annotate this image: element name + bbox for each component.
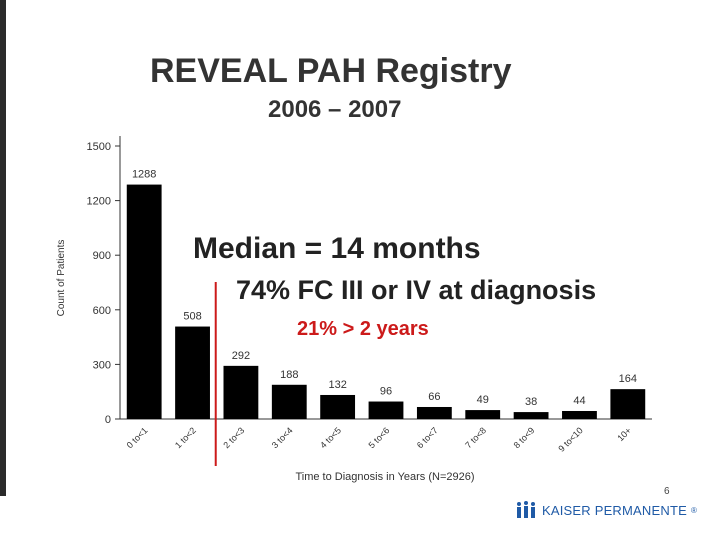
x-tick-label: 2 to<3 <box>221 425 246 450</box>
y-tick-label: 300 <box>93 359 111 371</box>
page-number: 6 <box>664 486 670 497</box>
bar <box>368 401 404 419</box>
x-tick-label: 0 to<1 <box>125 425 150 450</box>
x-tick-label: 9 to<10 <box>556 425 584 453</box>
bar <box>562 410 597 419</box>
x-tick-label: 8 to<9 <box>512 425 537 450</box>
annotation-over-two-years: 21% > 2 years <box>297 318 429 340</box>
bar-value-label: 96 <box>380 386 392 398</box>
slide-subtitle: 2006 – 2007 <box>268 96 402 123</box>
y-tick-label: 900 <box>93 250 111 262</box>
bar-value-label: 164 <box>619 373 637 385</box>
bar-value-label: 508 <box>183 311 201 323</box>
bar <box>465 410 501 419</box>
bar <box>610 389 646 419</box>
slide-left-edge <box>0 0 6 496</box>
y-tick-label: 0 <box>105 414 111 426</box>
brand-name: KAISER PERMANENTE <box>542 502 687 518</box>
bar <box>126 184 162 419</box>
x-tick-label: 10+ <box>615 425 633 443</box>
bar-value-label: 44 <box>573 395 585 407</box>
bar-value-label: 49 <box>477 394 489 406</box>
bar <box>320 394 356 419</box>
bar-value-label: 1288 <box>132 169 156 181</box>
x-tick-label: 3 to<4 <box>270 425 295 450</box>
x-tick-label: 6 to<7 <box>415 425 440 450</box>
bar-value-label: 38 <box>525 396 537 408</box>
annotation-fc-class: 74% FC III or IV at diagnosis <box>236 275 597 305</box>
bar <box>223 365 259 419</box>
x-tick-label: 1 to<2 <box>173 425 198 450</box>
bar-value-label: 66 <box>428 391 440 403</box>
y-axis-title: Count of Patients <box>56 240 67 317</box>
x-tick-label: 4 to<5 <box>318 425 343 450</box>
bar-value-label: 292 <box>232 350 250 362</box>
slide-title: REVEAL PAH Registry <box>150 52 512 90</box>
bar <box>271 384 307 419</box>
brand-registered-mark: ® <box>691 505 697 515</box>
annotation-median: Median = 14 months <box>193 232 481 265</box>
kaiser-permanente-logo-icon <box>517 501 535 518</box>
x-tick-label: 5 to<6 <box>366 425 391 450</box>
bar-value-label: 188 <box>280 369 298 381</box>
y-tick-label: 600 <box>93 305 111 317</box>
bar <box>416 406 452 419</box>
brand-logo: KAISER PERMANENTE ® <box>514 500 697 520</box>
x-axis-title: Time to Diagnosis in Years (N=2926) <box>295 471 474 483</box>
bar <box>513 412 549 419</box>
bar-value-label: 132 <box>328 379 346 391</box>
y-tick-label: 1500 <box>87 141 111 153</box>
x-tick-label: 7 to<8 <box>463 425 488 450</box>
slide-footer <box>0 496 720 540</box>
bar <box>175 326 210 419</box>
y-tick-label: 1200 <box>87 196 111 208</box>
